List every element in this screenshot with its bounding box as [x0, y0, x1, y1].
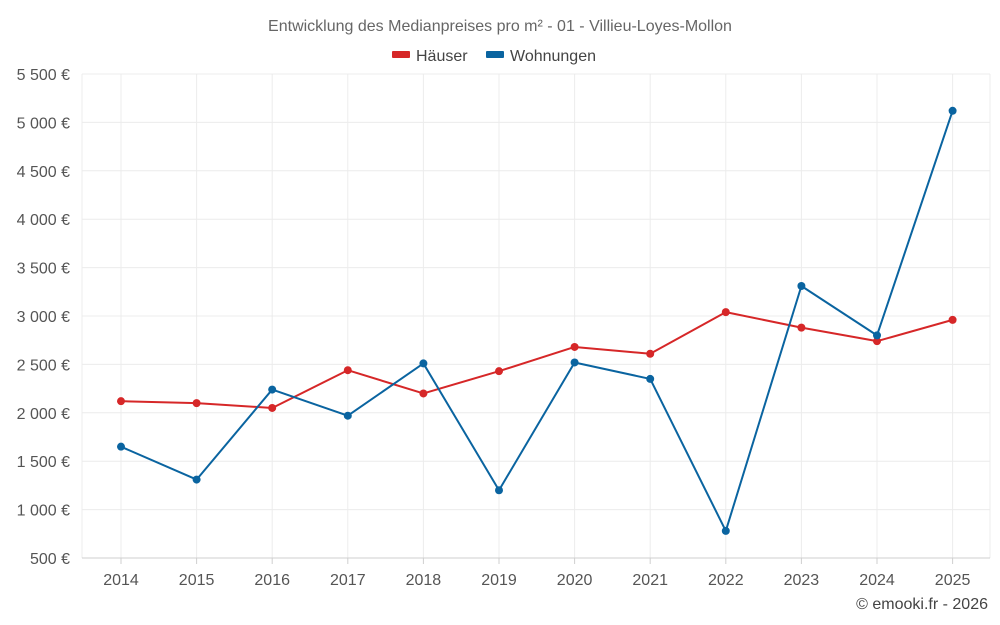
chart-title: Entwicklung des Medianpreises pro m² - 0…	[268, 18, 732, 35]
data-point-wohnungen[interactable]	[495, 486, 503, 495]
data-point-wohnungen[interactable]	[948, 106, 957, 115]
data-point-haeuser[interactable]	[419, 389, 428, 398]
y-tick-label: 5 000 €	[17, 115, 70, 132]
x-tick-label: 2020	[557, 572, 593, 589]
data-point-wohnungen[interactable]	[268, 385, 277, 394]
y-tick-label: 1 500 €	[17, 454, 70, 471]
y-gridlines	[82, 73, 990, 559]
x-tick-label: 2017	[330, 572, 366, 589]
x-tick-label: 2014	[103, 572, 139, 589]
data-point-wohnungen[interactable]	[570, 358, 579, 367]
y-tick-label: 500 €	[30, 551, 70, 568]
data-point-haeuser[interactable]	[873, 337, 881, 346]
x-tick-label: 2025	[935, 572, 971, 589]
data-point-wohnungen[interactable]	[343, 411, 352, 420]
copyright-credit: © emooki.fr - 2026	[856, 596, 988, 613]
series-line-haeuser	[120, 311, 953, 409]
data-point-haeuser[interactable]	[343, 366, 352, 375]
x-tick-label: 2019	[481, 572, 517, 589]
series-line-wohnungen	[120, 110, 954, 532]
series-wohnungen	[117, 106, 957, 535]
data-point-wohnungen[interactable]	[419, 359, 428, 368]
data-point-wohnungen[interactable]	[721, 526, 730, 535]
data-point-wohnungen[interactable]	[873, 331, 881, 340]
x-tick-label: 2022	[708, 572, 744, 589]
data-point-haeuser[interactable]	[192, 399, 201, 408]
y-tick-label: 5 500 €	[17, 67, 70, 84]
y-tick-label: 4 000 €	[17, 212, 70, 229]
data-point-haeuser[interactable]	[721, 308, 730, 317]
data-point-wohnungen[interactable]	[646, 374, 655, 383]
legend-swatch-haeuser	[392, 51, 410, 58]
series-haeuser	[117, 308, 957, 412]
legend-label-haeuser: Häuser	[416, 48, 468, 65]
y-tick-label: 3 000 €	[17, 309, 70, 326]
x-axis-ticks: 2014 2015 2016 2017 2018 2019 2020 2021 2022 2023…	[103, 558, 970, 589]
x-tick-label: 2024	[859, 572, 895, 589]
data-point-haeuser[interactable]	[646, 349, 655, 358]
x-tick-label: 2018	[406, 572, 442, 589]
y-tick-label: 2 500 €	[17, 357, 70, 374]
data-point-haeuser[interactable]	[948, 315, 957, 324]
data-point-haeuser[interactable]	[570, 342, 579, 351]
x-tick-label: 2016	[254, 572, 290, 589]
y-tick-label: 1 000 €	[17, 503, 70, 520]
x-tick-label: 2015	[179, 572, 215, 589]
x-tick-label: 2023	[784, 572, 820, 589]
data-point-haeuser[interactable]	[268, 403, 277, 412]
y-tick-label: 2 000 €	[17, 406, 70, 423]
data-point-wohnungen[interactable]	[192, 475, 201, 484]
y-tick-label: 4 500 €	[17, 164, 70, 181]
legend-label-wohnungen: Wohnungen	[510, 48, 596, 65]
legend: Häuser Wohnungen	[392, 48, 596, 65]
series-layer	[117, 106, 957, 535]
data-point-wohnungen[interactable]	[797, 281, 806, 290]
data-point-haeuser[interactable]	[495, 367, 503, 376]
y-axis-ticks: 500 € 1 000 € 1 500 € 2 000 € 2 500 € 3 000 €…	[17, 67, 70, 568]
legend-swatch-wohnungen	[486, 51, 504, 58]
data-point-haeuser[interactable]	[797, 323, 806, 332]
y-tick-label: 3 500 €	[17, 261, 70, 278]
data-point-wohnungen[interactable]	[117, 442, 125, 451]
x-tick-label: 2021	[632, 572, 668, 589]
data-point-haeuser[interactable]	[117, 397, 125, 406]
